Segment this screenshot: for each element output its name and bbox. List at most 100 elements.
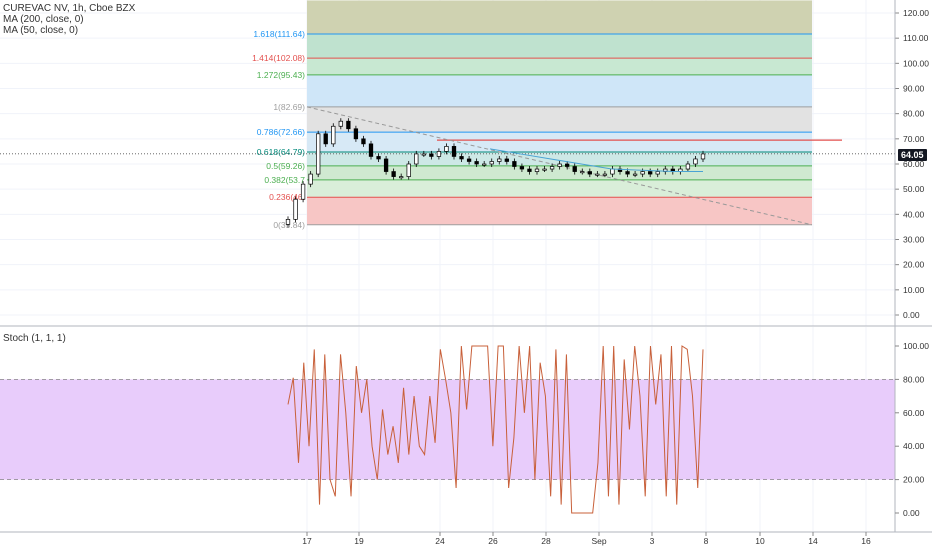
stoch-y-tick-label: 100.00 — [903, 341, 929, 351]
candle — [504, 158, 509, 162]
stoch-line — [287, 345, 704, 514]
fib-level-label: 1.414(102.08) — [252, 53, 305, 63]
candle — [466, 158, 472, 162]
fib-zone — [307, 74, 812, 107]
candle — [655, 171, 660, 175]
stoch-legend: Stoch (1, 1, 1) — [3, 333, 66, 344]
y-tick-label: 80.00 — [903, 109, 925, 119]
x-tick-label: 8 — [704, 536, 709, 546]
candle — [399, 176, 404, 179]
stoch-y-tick-label: 20.00 — [903, 475, 925, 485]
chart-legend: CUREVAC NV, 1h, Cboe BZX MA (200, close,… — [3, 3, 135, 36]
candle — [640, 171, 645, 175]
y-tick-label: 90.00 — [903, 84, 925, 94]
x-tick-label: 10 — [755, 536, 765, 546]
candle — [414, 153, 419, 165]
ma-line — [489, 148, 703, 173]
y-tick-label: 110.00 — [903, 33, 929, 43]
candle — [361, 138, 366, 145]
candle — [632, 173, 638, 176]
fib-zone — [307, 34, 812, 59]
candle — [429, 153, 434, 157]
candle — [353, 128, 359, 140]
candle — [368, 143, 374, 157]
candle — [648, 171, 653, 175]
candle — [512, 161, 517, 167]
candle — [338, 120, 343, 127]
fib-level-label: 0.382(53.7 — [264, 175, 305, 185]
fib-level-label: 0.786(72.66) — [257, 127, 305, 137]
candle — [391, 171, 396, 177]
fib-level-label: 1(82.69) — [273, 102, 305, 112]
fib-zone — [307, 132, 812, 152]
candle — [451, 146, 457, 157]
candle — [293, 198, 298, 220]
x-tick-label: 24 — [435, 536, 445, 546]
candle — [346, 120, 351, 130]
y-tick-label: 70.00 — [903, 134, 925, 144]
fib-level-label: 0.5(59.26) — [266, 161, 305, 171]
fib-zone — [307, 179, 812, 198]
legend-ma50: MA (50, close, 0) — [3, 25, 79, 36]
candle — [323, 133, 328, 145]
candle — [436, 151, 442, 157]
y-tick-label: 40.00 — [903, 209, 925, 219]
candle — [587, 171, 592, 175]
fib-level-label: 1.272(95.43) — [257, 70, 305, 80]
stoch-y-tick-label: 0.00 — [903, 508, 920, 518]
candle — [376, 156, 381, 160]
candle — [534, 168, 540, 172]
x-tick-label: 19 — [354, 536, 364, 546]
legend-ma200: MA (200, close, 0) — [3, 14, 84, 25]
legend-title: CUREVAC NV, 1h, Cboe BZX — [3, 3, 136, 14]
stoch-y-tick-label: 80.00 — [903, 374, 925, 384]
candle — [406, 163, 411, 177]
candle — [474, 161, 479, 165]
x-tick-label: 28 — [541, 536, 551, 546]
y-tick-label: 60.00 — [903, 159, 925, 169]
y-tick-label: 30.00 — [903, 235, 925, 245]
candle — [693, 158, 698, 165]
candle — [542, 168, 547, 171]
candle — [285, 219, 291, 225]
candle — [572, 166, 577, 172]
fib-level-label: 1.618(111.64) — [253, 29, 305, 39]
stoch-panel — [0, 327, 895, 532]
candle — [300, 183, 306, 200]
candle — [459, 156, 464, 160]
last-price-badge: 64.05 — [898, 149, 927, 161]
fib-zone — [307, 58, 812, 75]
candle — [602, 173, 608, 176]
candle — [700, 153, 706, 160]
candle — [549, 166, 555, 170]
legend-stoch: Stoch (1, 1, 1) — [3, 333, 66, 344]
y-tick-label: 0.00 — [903, 310, 920, 320]
candle — [482, 163, 487, 166]
y-tick-label: 50.00 — [903, 184, 925, 194]
fib-zone — [307, 197, 812, 225]
candle — [308, 173, 313, 185]
candle — [489, 161, 494, 165]
x-tick-label: 26 — [488, 536, 498, 546]
y-tick-label: 10.00 — [903, 285, 925, 295]
candle — [519, 166, 525, 170]
candle — [625, 171, 630, 175]
fib-zone — [307, 165, 812, 180]
fib-level-label: 0.236(46. — [269, 192, 305, 202]
candle — [316, 133, 321, 175]
candle — [444, 146, 449, 152]
candle — [595, 173, 600, 176]
x-tick-label: 16 — [861, 536, 871, 546]
x-tick-label: 14 — [808, 536, 818, 546]
fib-zone — [307, 106, 812, 133]
price-panel: 0(35.84) 0.236(46. 0.382(53.7 0.5(59.26) 0.6… — [0, 0, 895, 326]
candle — [610, 168, 615, 175]
x-tick-label: Sep — [591, 536, 606, 546]
candle — [527, 168, 532, 172]
candle — [580, 171, 585, 174]
y-tick-label: 20.00 — [903, 260, 925, 270]
y-tick-label: 120.00 — [903, 8, 929, 18]
y-tick-label: 100.00 — [903, 58, 929, 68]
x-tick-label: 3 — [650, 536, 655, 546]
